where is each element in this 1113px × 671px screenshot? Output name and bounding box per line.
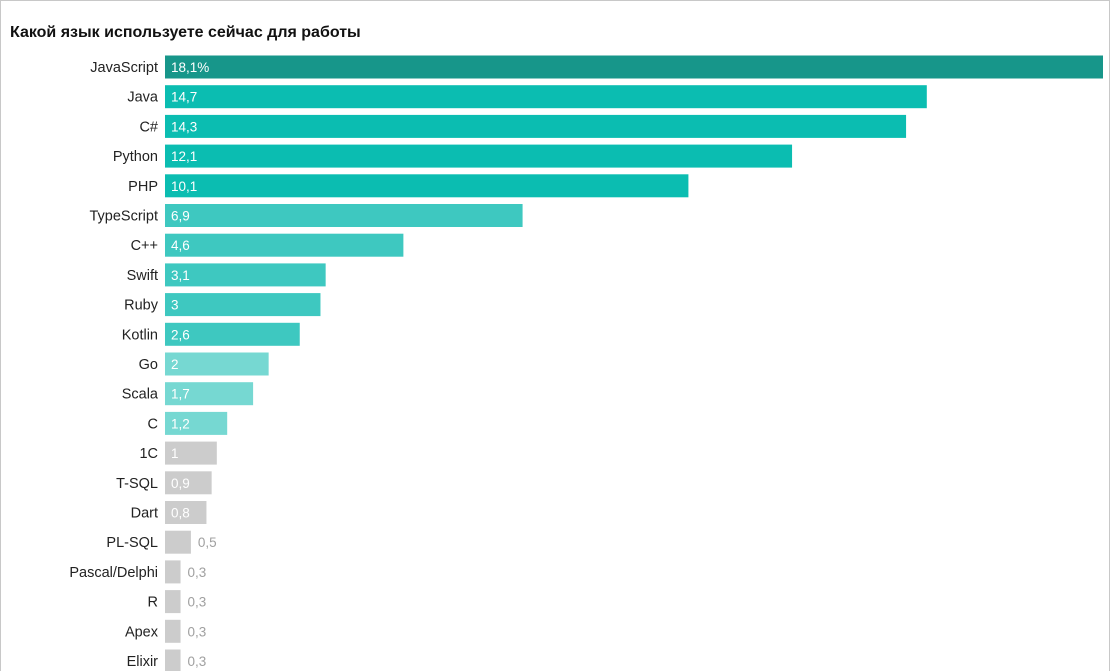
category-label: Apex	[125, 624, 159, 640]
bar	[165, 85, 927, 109]
bar-group-t-sql: T-SQL 0,9	[116, 471, 212, 495]
value-label: 4,6	[171, 238, 190, 253]
category-label: TypeScript	[90, 209, 159, 225]
category-label: Swift	[127, 268, 158, 284]
bar-group-elixir: Elixir 0,3	[127, 649, 207, 671]
value-label: 1,7	[171, 387, 190, 402]
category-label: Scala	[122, 387, 159, 403]
bar	[165, 382, 254, 406]
value-label: 14,3	[171, 119, 197, 134]
category-label: Kotlin	[122, 327, 158, 343]
value-label: 0,8	[171, 506, 190, 521]
bar-group-dart: Dart 0,8	[131, 501, 207, 524]
value-label: 18,1%	[171, 60, 209, 75]
value-label: 0,3	[188, 565, 207, 580]
category-label: C++	[131, 238, 158, 254]
value-label: 6,9	[171, 209, 190, 224]
value-label: 0,9	[171, 476, 190, 491]
bar	[165, 233, 404, 257]
bar-group-c: C 1,2	[148, 411, 228, 435]
bar-group-swift: Swift 3,1	[127, 263, 326, 287]
category-label: C	[148, 416, 158, 432]
category-label: T-SQL	[116, 476, 158, 492]
bar	[165, 530, 191, 554]
value-label: 0,5	[198, 535, 217, 550]
category-label: C#	[139, 119, 158, 135]
category-label: 1C	[139, 446, 158, 462]
bar	[165, 114, 907, 138]
category-label: Elixir	[127, 654, 159, 670]
value-label: 2	[171, 357, 179, 372]
value-label: 14,7	[171, 90, 197, 105]
bar-group-typescript: TypeScript 6,9	[90, 204, 523, 227]
bar-group-go: Go 2	[139, 352, 269, 376]
category-label: Python	[113, 149, 158, 165]
value-label: 1	[171, 446, 179, 461]
category-label: Dart	[131, 506, 158, 522]
bar-group-java: Java 14,7	[127, 85, 927, 109]
bar	[165, 144, 793, 168]
bar	[165, 441, 217, 465]
bar	[165, 263, 326, 287]
bar-group-c: C++ 4,6	[131, 233, 404, 257]
bar	[165, 590, 181, 614]
bar-group-r: R 0,3	[148, 590, 207, 614]
bar-group-php: PHP 10,1	[128, 174, 689, 198]
bar-group-pascal-delphi: Pascal/Delphi 0,3	[69, 560, 207, 584]
bar-group-pl-sql: PL-SQL 0,5	[106, 530, 217, 554]
bar	[165, 352, 269, 376]
bar-group-1c: 1C 1	[139, 441, 217, 465]
value-label: 10,1	[171, 179, 197, 194]
value-label: 3,1	[171, 268, 190, 283]
value-label: 2,6	[171, 327, 190, 342]
bar	[165, 204, 523, 227]
value-label: 3	[171, 298, 179, 313]
category-label: Go	[139, 357, 158, 373]
bar-group-javascript: JavaScript 18,1%	[90, 55, 1103, 79]
bar	[165, 411, 228, 435]
category-label: R	[148, 595, 158, 611]
bar	[165, 174, 689, 198]
category-label: Java	[127, 90, 159, 106]
category-label: PL-SQL	[106, 535, 158, 551]
category-label: JavaScript	[90, 60, 158, 76]
bar	[165, 293, 321, 317]
category-label: Ruby	[124, 298, 159, 314]
bar	[165, 55, 1103, 79]
value-label: 0,3	[188, 595, 207, 610]
bar	[165, 560, 181, 584]
category-label: PHP	[128, 179, 158, 195]
bar	[165, 501, 207, 524]
bar	[165, 471, 212, 495]
bar-group-kotlin: Kotlin 2,6	[122, 322, 300, 346]
bar	[165, 619, 181, 643]
value-label: 0,3	[188, 654, 207, 669]
value-label: 1,2	[171, 416, 190, 431]
bar	[165, 322, 300, 346]
value-label: 0,3	[188, 624, 207, 639]
bar-group-python: Python 12,1	[113, 144, 793, 168]
value-label: 12,1	[171, 149, 197, 164]
bar-group-apex: Apex 0,3	[125, 619, 207, 643]
bar-group-c: C# 14,3	[139, 114, 907, 138]
bar	[165, 649, 181, 671]
category-label: Pascal/Delphi	[69, 565, 158, 581]
bar-group-ruby: Ruby 3	[124, 293, 321, 317]
chart-title: Какой язык используете сейчас для работы	[10, 24, 361, 41]
bar-group-scala: Scala 1,7	[122, 382, 254, 406]
